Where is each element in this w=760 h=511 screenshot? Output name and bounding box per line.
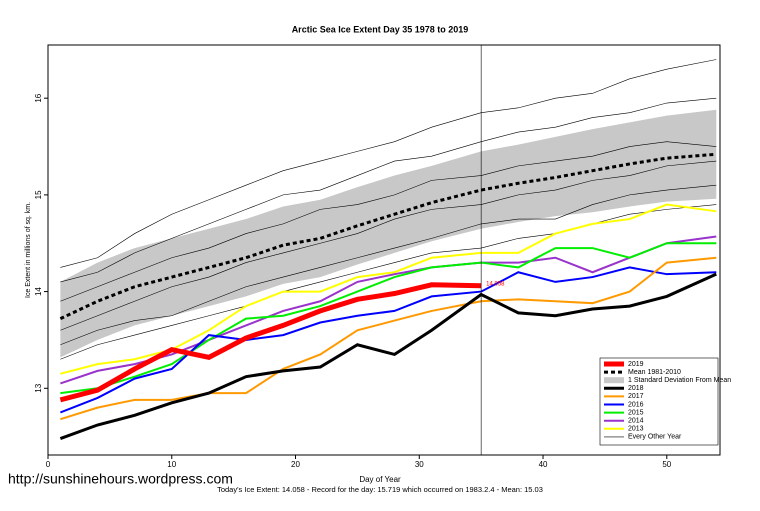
y-tick-label: 13 <box>34 383 43 392</box>
legend-label: 2018 <box>628 385 644 392</box>
series-line <box>60 235 717 385</box>
watermark: http://sunshinehours.wordpress.com <box>8 471 233 487</box>
legend-label: 2014 <box>628 418 644 425</box>
legend-swatch <box>604 377 624 384</box>
sd-band <box>60 109 717 358</box>
series-line <box>60 242 717 395</box>
footer: Today's Ice Extent: 14.058 - Record for … <box>217 485 543 494</box>
y-tick-label: 16 <box>34 93 43 102</box>
legend-label: Every Other Year <box>628 434 682 441</box>
legend-label: Mean 1981-2010 <box>628 369 681 376</box>
legend-label: 2015 <box>628 409 644 416</box>
x-tick-label: 30 <box>415 460 424 469</box>
y-tick-label: 15 <box>34 190 43 199</box>
x-tick-label: 20 <box>291 460 300 469</box>
y-tick-label: 14 <box>34 287 43 296</box>
plot-frame <box>47 44 721 456</box>
other-year-line <box>60 59 717 268</box>
x-axis-label: Day of Year <box>359 475 401 484</box>
legend-label: 2016 <box>628 401 644 408</box>
other-year-line <box>60 141 717 302</box>
legend-label: 2019 <box>628 361 644 368</box>
x-tick-label: 0 <box>46 460 51 469</box>
series-line <box>59 152 717 321</box>
legend-label: 2013 <box>628 426 644 433</box>
other-year-line <box>60 184 717 346</box>
series-line <box>59 272 717 440</box>
legend-label: 1 Standard Deviation From Mean <box>628 377 731 384</box>
legend-label: 2017 <box>628 393 644 400</box>
x-tick-label: 40 <box>539 460 548 469</box>
x-tick-label: 10 <box>167 460 176 469</box>
other-year-line <box>60 97 717 283</box>
series-line <box>59 282 482 403</box>
other-year-line <box>60 160 717 331</box>
y-axis-label: Ice Extent in millions of sq. km. <box>25 202 32 298</box>
series-line <box>60 266 717 414</box>
series-line <box>60 256 717 421</box>
x-tick-label: 50 <box>662 460 671 469</box>
annotation: 14.058 <box>486 281 505 287</box>
chart-title: Arctic Sea Ice Extent Day 35 1978 to 201… <box>292 24 469 34</box>
